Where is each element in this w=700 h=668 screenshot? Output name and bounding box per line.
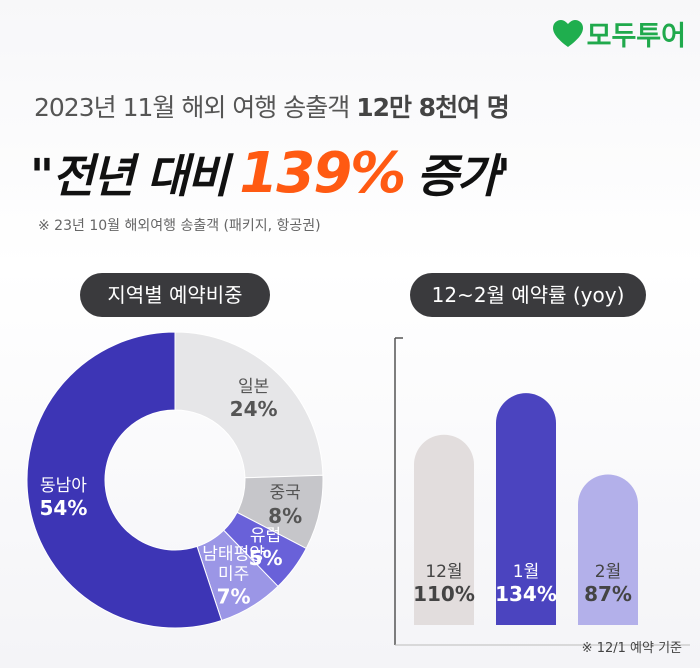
brand: 모두투어 (552, 14, 686, 53)
category-label: 1월 (512, 561, 540, 582)
value-label: 8% (268, 503, 303, 528)
value-label: 110% (413, 582, 475, 607)
value-label: 54% (39, 496, 88, 521)
bar (578, 474, 638, 625)
data-label: 일본 24% (230, 377, 278, 421)
chart-title: 지역별 예약비중 (80, 273, 270, 317)
headline: 2023년 11월 해외 여행 송출객 12만 8천여 명 (34, 88, 510, 124)
data-label: 1월 134% (495, 562, 557, 606)
main-close: 증가' (416, 149, 511, 203)
category-label: 유럽 (249, 525, 282, 546)
category-label: 12월 (425, 561, 463, 582)
value-label: 7% (216, 585, 251, 610)
data-label: 남태평양 미주 7% (202, 544, 265, 609)
pie-slice (26, 331, 223, 629)
chart-title: 12~2월 예약률 (yoy) (410, 273, 646, 317)
footnote: ※ 23년 10월 해외여행 송출객 (패키지, 항공권) (38, 218, 321, 234)
data-label: 중국 8% (268, 483, 302, 527)
category-label: 동남아 (39, 475, 87, 496)
category-label: 2월 (594, 561, 622, 582)
main-open: "전년 대비 (30, 149, 229, 203)
category-label: 남태평양 미주 (202, 544, 265, 585)
value-label: 24% (229, 397, 278, 422)
brand-logo (552, 19, 583, 47)
value-label: 134% (495, 582, 557, 607)
data-label: 12월 110% (413, 562, 475, 606)
bar (414, 434, 474, 625)
pie-slice (174, 331, 324, 479)
value-label: 5% (248, 545, 283, 570)
data-label: 2월 87% (584, 562, 632, 606)
headline-bold: 12만 8천여 명 (356, 93, 510, 122)
bar (496, 393, 556, 625)
chart-note: ※ 12/1 예약 기준 (581, 641, 682, 656)
headline-text: 2023년 11월 해외 여행 송출객 (34, 93, 350, 122)
main-message: "전년 대비 139% 증가' (30, 140, 511, 206)
data-label: 동남아 54% (40, 476, 88, 520)
brand-name: 모두투어 (586, 21, 686, 52)
data-label: 유럽 5% (249, 525, 283, 569)
main-highlight: 139% (239, 141, 406, 206)
category-label: 일본 (237, 376, 270, 397)
category-label: 중국 (269, 482, 301, 503)
value-label: 87% (584, 582, 632, 607)
